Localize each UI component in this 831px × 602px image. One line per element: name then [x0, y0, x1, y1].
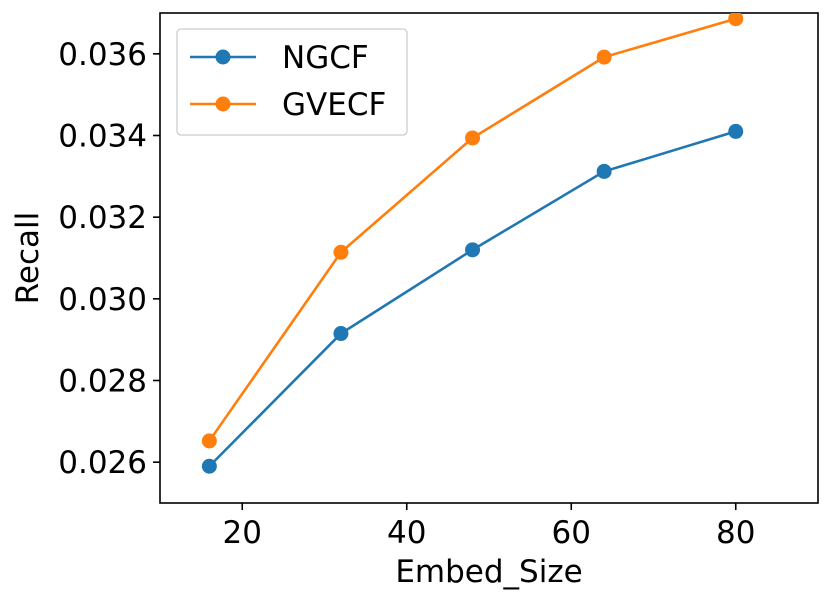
series-line — [208, 130, 737, 468]
y-tick-label: 0.028 — [58, 364, 147, 400]
plot-frame — [159, 12, 819, 504]
legend-marker — [215, 49, 231, 65]
series-gvecf — [201, 13, 744, 449]
x-tick-label: 20 — [223, 515, 262, 551]
legend: NGCF GVECF — [176, 28, 408, 136]
y-tick-label: 0.030 — [58, 282, 147, 318]
x-tick-label: 60 — [552, 515, 591, 551]
x-tick-label: 40 — [387, 515, 426, 551]
data-point — [728, 123, 744, 139]
data-point — [333, 326, 349, 342]
axis-ticks: 20 40 60 80 0.026 0.028 0.030 0.032 0.034 0.036 — [58, 37, 755, 551]
y-tick-label: 0.026 — [58, 445, 147, 481]
data-point — [465, 130, 481, 146]
y-axis-label: Recall — [10, 212, 46, 305]
legend-label: GVECF — [282, 87, 386, 123]
data-point — [596, 49, 612, 65]
data-point — [333, 244, 349, 260]
data-point — [465, 242, 481, 258]
x-axis-label: Embed_Size — [395, 554, 582, 590]
data-point — [201, 458, 217, 474]
series-ngcf — [201, 123, 744, 474]
legend-frame — [176, 28, 408, 136]
y-tick-label: 0.032 — [58, 200, 147, 236]
data-point — [596, 163, 612, 179]
plot-area — [159, 12, 819, 504]
legend-marker — [215, 96, 231, 112]
data-point — [201, 433, 217, 449]
legend-label: NGCF — [282, 40, 369, 76]
y-tick-label: 0.034 — [58, 119, 147, 155]
y-tick-label: 0.036 — [58, 37, 147, 73]
data-point — [728, 13, 744, 27]
x-tick-label: 80 — [716, 515, 755, 551]
